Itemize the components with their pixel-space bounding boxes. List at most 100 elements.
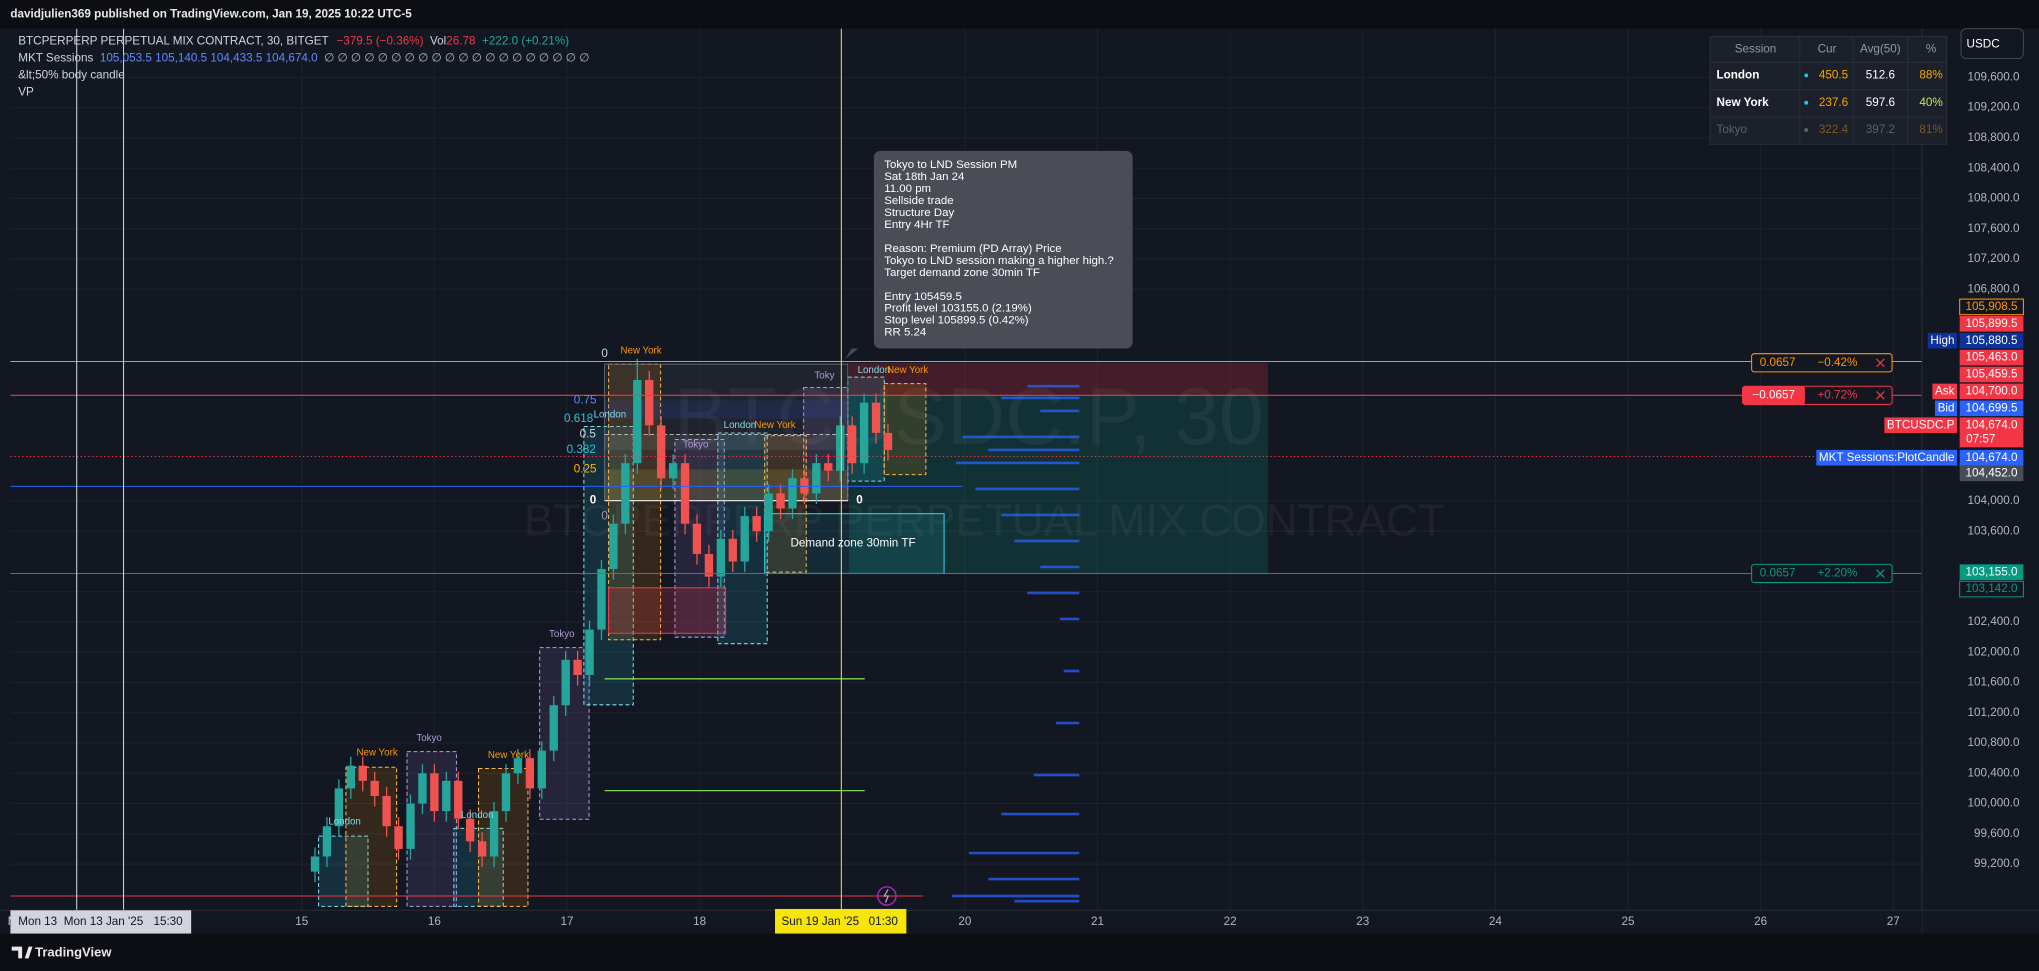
table-cell: New York (1717, 96, 1770, 109)
candle-body (740, 516, 749, 562)
x-tick-label: 25 (1622, 915, 1636, 928)
table-header: Avg(50) (1860, 43, 1901, 56)
event-icon-bolt (883, 889, 890, 903)
price-tag-value: 105,459.5 (1966, 368, 2018, 381)
note-line: Entry 4Hr TF (884, 219, 949, 231)
note-line: Structure Day (884, 207, 954, 219)
y-tick-label: 108,800.0 (1967, 131, 2019, 144)
session-label: London (858, 365, 891, 376)
indicator-name: MKT Sessions (18, 52, 93, 65)
x-tick-label: 20 (958, 915, 972, 928)
price-tag-value: 104,674.0 (1966, 418, 2018, 431)
candle-body (585, 629, 594, 675)
time-label-time: 15:30 (153, 915, 183, 928)
sessions-table: Session Cur Avg(50) % London 450.5 512.6 88% New… (1709, 35, 1948, 145)
price-tag-value: 103,155.0 (1966, 565, 2018, 578)
currency-button[interactable] (1960, 28, 2024, 60)
fib-label: 0 (601, 509, 608, 522)
candle-body (430, 773, 439, 812)
legend-sessions: MKT Sessions 105,053.5 105,140.5 104,433.… (18, 52, 589, 65)
stop-amount: 0.0657 (1760, 356, 1796, 369)
price-tag-name: Ask (1935, 385, 1955, 398)
fib-label: 0.618 (564, 412, 593, 425)
legend-vp: VP (18, 85, 34, 98)
candle-body (561, 659, 570, 706)
y-tick-label: 108,000.0 (1967, 192, 2019, 205)
candle-body (370, 780, 379, 796)
vol-change: +222.0 (+0.21%) (482, 35, 569, 48)
note-line: Sat 18th Jan 24 (884, 171, 965, 183)
candle-body (883, 432, 893, 451)
candle-body (334, 788, 344, 827)
candle-body (621, 463, 630, 524)
note-line: Tokyo to LND Session PM (884, 159, 1017, 171)
event-icon[interactable] (876, 886, 897, 906)
candle-body (847, 425, 857, 464)
candle-body (501, 773, 511, 812)
table-cell: Tokyo (1717, 123, 1748, 136)
price-tag-value: 104,452.0 (1966, 466, 2018, 479)
price-tag-value: 104,699.5 (1966, 401, 2018, 414)
candle-body (549, 705, 558, 751)
crosshair-time: Sun 19 Jan '25 01:30 (782, 915, 899, 928)
candle-body (322, 826, 332, 857)
candle-body (704, 553, 714, 577)
y-tick-label: 107,600.0 (1967, 222, 2019, 235)
candle-body (645, 379, 654, 426)
new-york-box (883, 383, 927, 476)
y-tick-label: 100,000.0 (1967, 797, 2019, 810)
price-tag-value: 105,899.5 (1966, 317, 2018, 330)
indicator-tail: ∅ ∅ ∅ ∅ ∅ ∅ ∅ ∅ ∅ ∅ ∅ ∅ ∅ ∅ ∅ ∅ ∅ ∅ ∅ ∅ (324, 52, 589, 65)
crosshair-time-value: 01:30 (869, 915, 899, 928)
candle-body (668, 463, 678, 479)
stop-percent: −0.42% (1817, 356, 1857, 369)
y-tick-label: 109,200.0 (1967, 101, 2019, 114)
note-line: Sellside trade (884, 195, 953, 207)
table-cell: 450.5 (1819, 69, 1849, 82)
time-label-box (10, 910, 192, 934)
target-percent: +2.20% (1817, 567, 1857, 580)
entry-percent: +0.72% (1817, 388, 1857, 401)
fib-label: 0 (590, 494, 597, 507)
target-zone (849, 395, 1268, 574)
session-label: Toky (814, 370, 834, 381)
candle-body (609, 523, 618, 570)
fib-label: 0.382 (567, 443, 596, 456)
candle-body (812, 463, 821, 494)
session-dot (1804, 128, 1809, 132)
price-tag-box (1959, 332, 2024, 349)
candle-body (871, 402, 881, 433)
candle-body (716, 538, 726, 577)
y-tick-label: 107,200.0 (1967, 252, 2019, 265)
table-cell: 597.6 (1866, 96, 1895, 109)
table-cell: London (1717, 69, 1760, 82)
grid (10, 28, 1922, 911)
table-header: Cur (1818, 43, 1837, 56)
entry-amount: −0.0657 (1752, 388, 1795, 401)
candle-body (454, 780, 463, 819)
price-tag-name-box (1934, 400, 1958, 417)
price-tag-box (1959, 298, 2024, 316)
price-tag-name-box (1932, 383, 1958, 400)
y-tick-label: 108,400.0 (1967, 161, 2019, 174)
y-tick-label: 101,200.0 (1967, 706, 2019, 719)
legend-symbol: BTCPERPERP PERPETUAL MIX CONTRACT, 30, B… (18, 35, 569, 48)
price-tag-box (1959, 349, 2024, 366)
change: −379.5 (−0.36%) (336, 35, 423, 48)
supply-box (608, 587, 727, 634)
y-tick-label: 99,600.0 (1974, 827, 2020, 840)
note-line: Target demand zone 30min TF (884, 267, 1040, 279)
time-label-date: Mon 13 Jan '25 (64, 915, 144, 928)
price-tag-name: MKT Sessions:PlotCandle (1819, 451, 1955, 464)
candle-body (788, 478, 797, 509)
footer-bar (0, 933, 2039, 971)
candle-body (656, 425, 666, 479)
time-label-partial: Mon 13 (18, 915, 57, 928)
candle-body (477, 841, 487, 857)
candle-body (692, 523, 702, 554)
x-tick-label: 21 (1091, 915, 1104, 928)
axis-labels: 109,600.0 109,200.0 108,800.0 108,400.0 108,… (295, 70, 2020, 928)
candle-body (597, 569, 606, 630)
candle-body (573, 659, 582, 675)
